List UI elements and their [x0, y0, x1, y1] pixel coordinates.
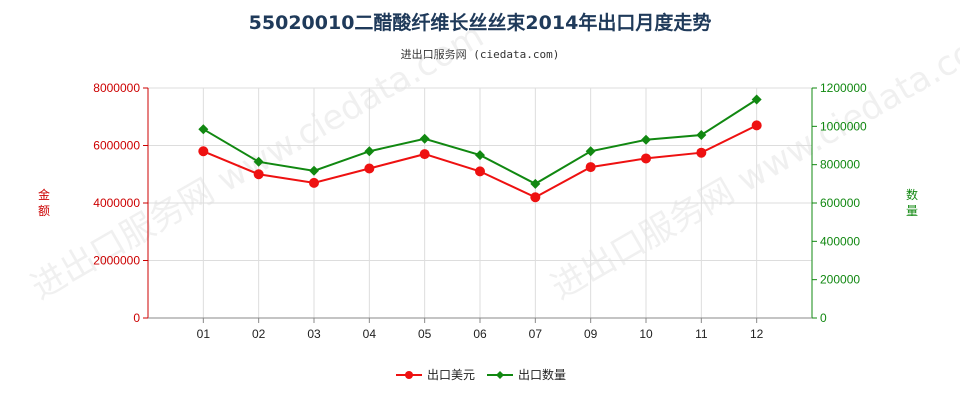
legend-marker [496, 371, 504, 379]
data-point [585, 146, 596, 157]
x-tick-label: 03 [307, 327, 321, 341]
right-tick-label: 400000 [820, 234, 860, 248]
x-tick-label: 09 [584, 327, 598, 341]
data-point [309, 177, 319, 188]
watermark-text: 进出口服务网 www.ciedata.com [545, 16, 960, 308]
right-tick-label: 800000 [820, 158, 860, 172]
right-tick-label: 600000 [820, 196, 860, 210]
data-point [364, 146, 375, 157]
data-point [253, 169, 264, 180]
x-tick-label: 05 [418, 327, 432, 341]
right-tick-label: 200000 [820, 273, 860, 287]
data-point [641, 134, 651, 145]
left-tick-label: 2000000 [93, 254, 140, 268]
data-point [364, 163, 375, 174]
data-point [751, 94, 762, 105]
data-point [530, 178, 541, 189]
legend: 出口美元 出口数量 [396, 367, 566, 382]
data-point [419, 149, 430, 160]
data-point [641, 153, 651, 164]
data-point [530, 192, 541, 203]
x-tick-label: 06 [473, 327, 487, 341]
left-axis-title: 金额 [38, 187, 50, 218]
left-tick-label: 4000000 [93, 196, 140, 210]
series-layer [198, 94, 762, 203]
legend-label: 出口美元 [427, 368, 475, 382]
grid-layer [148, 87, 812, 319]
data-point [198, 124, 209, 135]
left-tick-label: 8000000 [93, 81, 140, 95]
x-tick-label: 01 [197, 327, 211, 341]
data-point [198, 146, 209, 157]
legend-label: 出口数量 [518, 367, 566, 382]
data-point [475, 166, 485, 177]
x-tick-label: 10 [639, 327, 653, 341]
x-tick-label: 11 [695, 327, 708, 341]
chart-title: 55020010二醋酸纤维长丝丝束2014年出口月度走势 [248, 12, 712, 34]
data-point [585, 162, 596, 173]
right-axis-title: 数量 [906, 187, 918, 218]
data-point [696, 147, 707, 158]
right-tick-label: 0 [820, 311, 827, 325]
data-point [309, 165, 319, 176]
left-tick-label: 0 [133, 311, 140, 325]
axes-layer: 0 2000000 4000000 6000000 8000000 0 200000 4000… [38, 81, 918, 341]
right-tick-label: 1200000 [820, 81, 867, 95]
x-tick-label: 02 [252, 327, 266, 341]
left-tick-label: 6000000 [93, 139, 140, 153]
data-point [419, 133, 430, 144]
legend-marker [405, 371, 413, 379]
x-tick-label: 12 [750, 327, 764, 341]
x-tick-label: 07 [529, 327, 543, 341]
x-tick-label: 04 [363, 327, 377, 341]
chart-subtitle: 进出口服务网 (ciedata.com) [400, 48, 560, 61]
data-point [253, 156, 264, 167]
data-point [475, 150, 485, 161]
data-point [751, 120, 762, 131]
data-point [696, 129, 707, 140]
right-tick-label: 1000000 [820, 119, 867, 133]
